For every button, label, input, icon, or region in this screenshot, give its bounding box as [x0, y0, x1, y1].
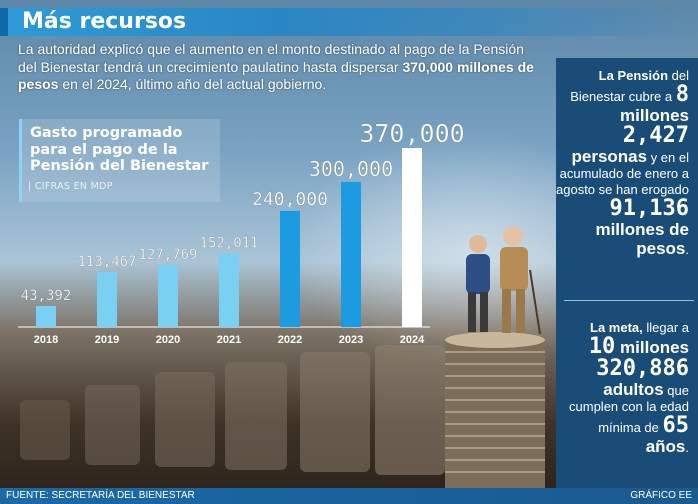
fact-meta-text-5: años	[645, 437, 686, 456]
value-label-2022: 240,000	[252, 189, 328, 210]
chart-title: Gasto programado para el pago de la Pens…	[30, 125, 209, 174]
intro-paragraph: La autoridad explicó que el aumento en e…	[18, 41, 538, 94]
fact-meta-text-1: llegar a	[642, 320, 689, 335]
value-label-2023: 300,000	[309, 157, 393, 181]
bar-2021	[219, 253, 239, 327]
fact-meta-number-1: 10	[588, 334, 616, 359]
x-tick-2018: 2018	[34, 334, 58, 346]
graphic-credit: GRÁFICO EE	[630, 490, 692, 501]
fact-meta-text-2: millones	[615, 338, 689, 357]
intro-text-2: en el 2024, último año del actual gobier…	[58, 76, 327, 92]
fact-pension-text-1: del Bienestar cubre a	[570, 68, 689, 104]
chart-title-box: Gasto programado para el pago de la Pens…	[19, 119, 220, 202]
elderly-couple-figurine	[466, 226, 541, 335]
fact-pension-text-4: y en el acumulado de enero a agosto se h…	[556, 150, 689, 197]
fact-pension-text-5: millones de pesos	[595, 220, 689, 258]
x-tick-2021: 2021	[217, 334, 241, 346]
bar-2024	[402, 148, 422, 327]
bar-2023	[341, 181, 361, 327]
fact-meta-number-2: 320,886	[596, 356, 689, 381]
x-tick-2020: 2020	[156, 334, 180, 346]
fact-pension-number-3: 91,136	[609, 196, 689, 221]
x-tick-2023: 2023	[339, 334, 363, 346]
value-label-2020: 127,769	[138, 247, 197, 263]
value-label-2024: 370,000	[359, 119, 464, 148]
sidebar-facts: La Pensión del Bienestar cubre a 8 millo…	[556, 58, 698, 488]
page-title: Más recursos	[22, 9, 187, 34]
fact-meta-number-3: 65	[662, 413, 690, 438]
fact-pension-text-3: personas	[571, 147, 648, 166]
fact-pension-number-2: 2,427	[622, 123, 689, 148]
fact-meta: La meta, llegar a 10 millones 320,886 adu…	[556, 320, 689, 456]
intro-text-1: La autoridad explicó que el aumento en e…	[18, 41, 524, 75]
fact-meta-text-4: que cumplen con la edad mínima de	[569, 383, 689, 435]
fact-pension-text-6: .	[685, 242, 689, 257]
fact-pension-text-2: millones	[620, 106, 689, 125]
value-label-2021: 152,011	[199, 235, 258, 251]
fact-meta-text-6: .	[685, 440, 689, 455]
chart-subtitle: | CIFRAS EN MDP	[28, 181, 113, 192]
title-bar: Más recursos	[0, 8, 698, 36]
value-label-2018: 43,392	[21, 288, 72, 304]
bar-2018	[36, 306, 56, 327]
bar-2019	[97, 272, 117, 327]
fact-pension-lead: La Pensión	[598, 68, 669, 83]
x-tick-2022: 2022	[278, 334, 302, 346]
value-label-2019: 113,467	[77, 254, 136, 270]
x-tick-2019: 2019	[95, 334, 119, 346]
fact-pension: La Pensión del Bienestar cubre a 8 millo…	[556, 68, 689, 258]
fact-meta-lead: La meta,	[590, 320, 643, 335]
fact-meta-text-3: adultos	[603, 380, 664, 399]
footer-bar: FUENTE: SECRETARÍA DEL BIENESTAR GRÁFICO…	[0, 488, 698, 504]
sidebar-divider	[564, 300, 694, 301]
intro-emphasis: 370,000 millones de pesos	[18, 58, 534, 93]
source-note: FUENTE: SECRETARÍA DEL BIENESTAR	[6, 490, 195, 501]
bar-2020	[158, 265, 178, 327]
bar-2022	[280, 210, 300, 327]
fact-pension-number-1: 8	[675, 82, 689, 107]
x-tick-2024: 2024	[400, 334, 425, 346]
title-accent	[0, 8, 8, 36]
